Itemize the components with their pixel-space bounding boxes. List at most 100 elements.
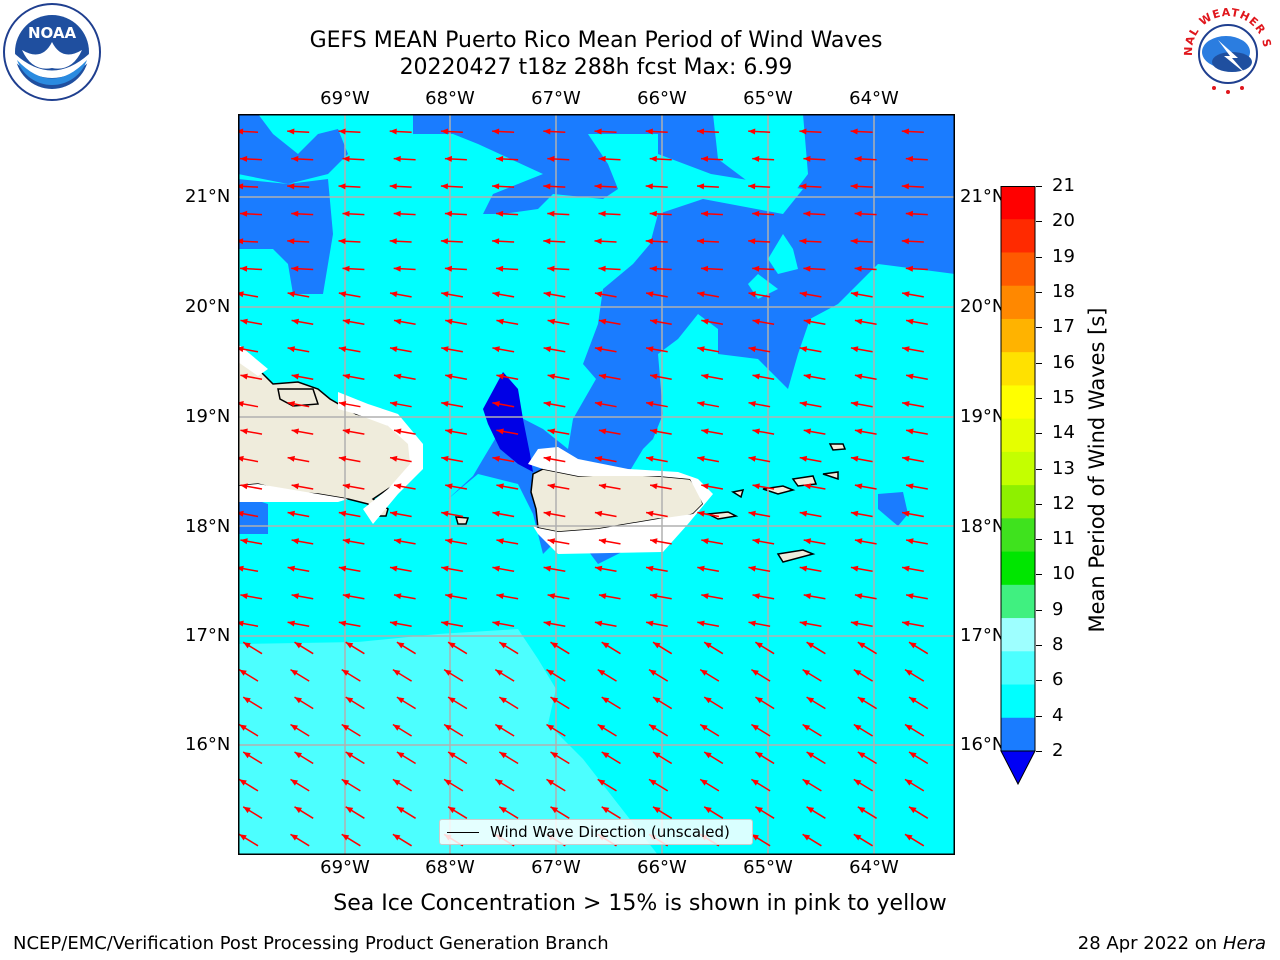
wind-arrow-head [704, 697, 712, 704]
wind-arrow-head [752, 373, 760, 380]
colorbar [1000, 186, 1036, 786]
colorbar-tick-label: 19 [1052, 245, 1075, 267]
wind-arrow-head [752, 428, 760, 435]
colorbar-tick-label: 20 [1052, 210, 1075, 232]
wind-arrow-head [752, 155, 760, 162]
wind-arrow-head [854, 373, 863, 380]
wind-arrow-head [748, 401, 756, 407]
wave-period-map [238, 114, 955, 855]
wind-arrow-head [598, 373, 607, 380]
wind-arrow-head [902, 620, 910, 627]
wind-arrow-head [650, 538, 658, 545]
wind-arrow-head [601, 642, 610, 649]
wind-arrow-head [850, 346, 859, 353]
wind-arrow-head [755, 806, 763, 814]
wind-arrow-head [243, 752, 251, 759]
wind-arrow-head [909, 642, 917, 649]
wind-arrow-head [543, 620, 552, 627]
wind-arrow-head [902, 401, 910, 407]
wind-arrow-head [550, 697, 559, 704]
wind-arrow-head [291, 593, 299, 600]
footer-date: 28 Apr 2022 on Hera [1078, 933, 1266, 955]
colorbar-tick-label: 21 [1052, 175, 1075, 196]
colorbar-tick [1036, 362, 1042, 364]
wind-arrow-head [653, 697, 661, 704]
wind-arrow-head [290, 834, 298, 841]
wind-arrow-head [547, 155, 555, 162]
wind-arrow-head [338, 346, 347, 353]
colorbar-tick [1036, 574, 1042, 576]
wind-arrow-head [390, 565, 398, 572]
wind-arrow-head [902, 346, 910, 353]
wind-arrow-head [393, 265, 401, 272]
wind-arrow-head [905, 265, 913, 272]
wind-arrow-head [389, 128, 397, 135]
wind-arrow-head [338, 455, 347, 462]
wind-arrow-head [854, 428, 863, 435]
wind-arrow-head [799, 291, 808, 298]
wind-arrow-head [697, 510, 705, 517]
wind-arrow-head [342, 210, 350, 217]
colorbar-tick-label: 4 [1052, 704, 1064, 726]
wind-arrow-head [445, 483, 453, 490]
wind-arrow-head [499, 642, 507, 649]
wind-arrow-head [546, 724, 555, 731]
wind-arrow-head [646, 510, 654, 517]
colorbar-swatch [1001, 451, 1035, 486]
wind-arrow-head [748, 510, 756, 517]
wind-arrow-head [701, 155, 709, 162]
wind-arrow-head [441, 510, 449, 517]
colorbar-tick [1036, 397, 1042, 399]
colorbar-swatch [1001, 352, 1035, 386]
wind-arrow-head [441, 455, 449, 462]
wind-arrow-head [854, 483, 863, 490]
wind-arrow-head [704, 806, 712, 814]
wind-arrow-head [291, 155, 299, 162]
wind-arrow-head [701, 428, 709, 435]
wind-arrow-head [547, 538, 556, 545]
wind-arrow-head [906, 483, 914, 490]
wind-arrow-head [338, 238, 346, 245]
wind-arrow-head [291, 428, 299, 435]
colorbar-tick-label: 8 [1052, 634, 1064, 656]
bottom-lon-label: 65°W [743, 857, 793, 878]
wind-arrow-head [853, 724, 862, 731]
wind-arrow-head [492, 510, 500, 517]
culebra [731, 489, 745, 499]
sea-ice-note: Sea Ice Concentration > 15% is shown in … [333, 891, 947, 916]
anegada [828, 443, 847, 451]
wind-arrow-head [444, 155, 452, 162]
wind-arrow-head [547, 428, 556, 435]
wind-arrow-head [543, 346, 552, 353]
wind-arrow-head [697, 346, 705, 353]
wind-arrow-head [338, 565, 347, 572]
left-lat-label: 21°N [185, 186, 231, 207]
wind-arrow-head [597, 669, 606, 676]
wind-arrow-head [389, 183, 397, 190]
wind-arrow-head [440, 183, 448, 190]
wind-arrow-head [906, 593, 914, 600]
left-lat-label: 16°N [185, 734, 231, 755]
wind-arrow-head [392, 834, 401, 841]
right-lat-label: 16°N [960, 734, 1006, 755]
wind-arrow-head [594, 401, 603, 407]
wind-arrow-head [748, 183, 756, 190]
wind-arrow-head [601, 752, 610, 759]
wind-arrow-head [653, 642, 661, 649]
wind-arrow-head [496, 428, 504, 435]
wind-arrow-head [290, 779, 298, 786]
wind-arrow-head [799, 183, 807, 190]
wind-arrow-head [650, 483, 658, 490]
field-below-2s [483, 372, 533, 472]
wind-arrow-head [857, 752, 866, 759]
wind-arrow-head [444, 669, 452, 676]
wind-arrow-head [290, 724, 298, 731]
wind-arrow-head [752, 318, 760, 325]
wind-arrow-head [799, 455, 808, 462]
wind-arrow-head [287, 183, 295, 190]
wind-arrow-head [287, 238, 295, 245]
wind-arrow-head [645, 183, 653, 190]
bottom-lon-label: 68°W [425, 857, 475, 878]
wind-arrow-head [547, 210, 555, 217]
wind-arrow-head [243, 806, 251, 814]
